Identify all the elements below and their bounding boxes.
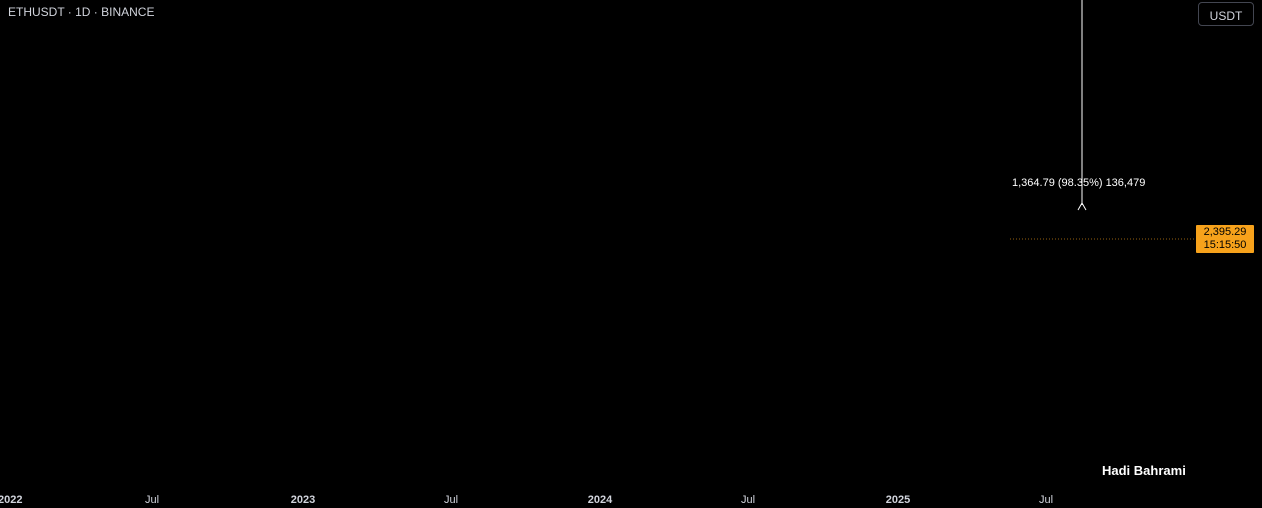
x-tick-label: Jul xyxy=(1039,494,1053,506)
x-tick-label: 2022 xyxy=(0,494,22,506)
currency-button[interactable]: USDT xyxy=(1198,2,1254,26)
x-tick-label: 2024 xyxy=(588,494,613,506)
x-tick-label: Jul xyxy=(145,494,159,506)
bar-countdown: 15:15:50 xyxy=(1203,239,1247,251)
last-price-value: 2,395.29 xyxy=(1203,226,1247,238)
x-tick-label: Jul xyxy=(444,494,458,506)
drawings-layer: major static resistance41152880support13… xyxy=(1010,0,1196,240)
x-tick-label: 2025 xyxy=(886,494,910,506)
measure-arrow-head xyxy=(1077,201,1087,211)
measure-text: 1,364.79 (98.35%) 136,479 xyxy=(1012,177,1145,189)
author-signature: Hadi Bahrami xyxy=(1102,463,1186,478)
time-axis[interactable]: 2022 Jul 2023 Jul 2024 Jul 2025 Jul xyxy=(0,494,1053,506)
last-price-badge: 2,395.29 15:15:50 xyxy=(1196,225,1254,253)
symbol-title[interactable]: ETHUSDT · 1D · BINANCE xyxy=(8,5,155,19)
x-tick-label: 2023 xyxy=(291,494,315,506)
x-tick-label: Jul xyxy=(741,494,755,506)
